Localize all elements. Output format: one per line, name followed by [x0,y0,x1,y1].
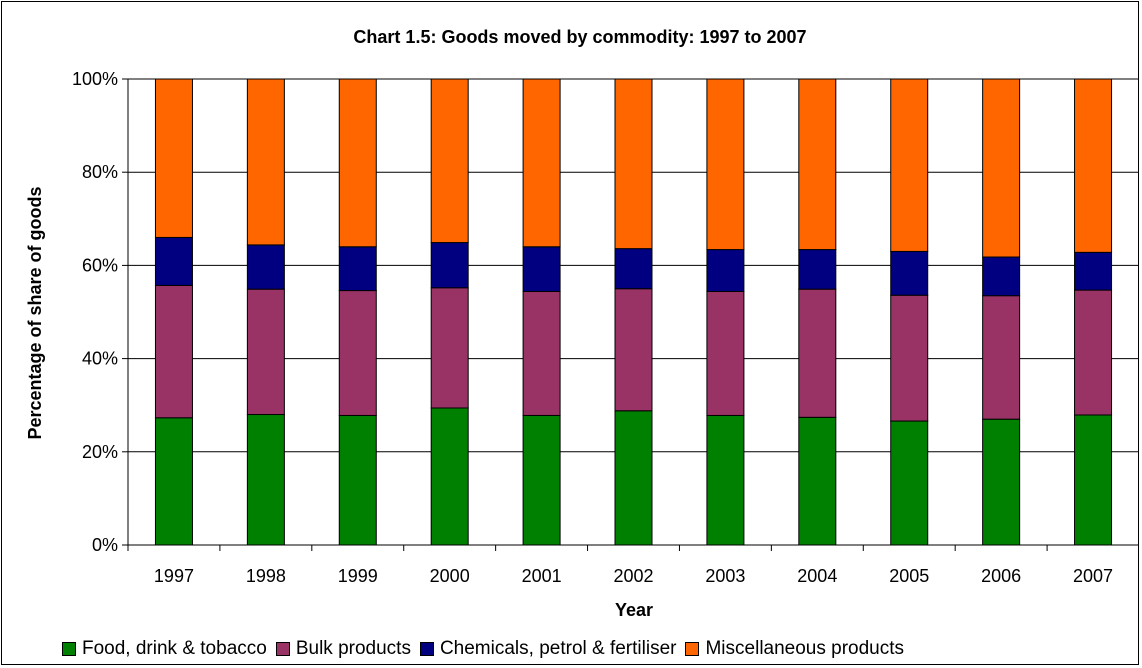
bar-segment [522,246,561,292]
bar-segment [246,414,285,546]
bar-segment [982,256,1021,297]
bar-segment [982,78,1021,258]
legend: Food, drink & tobacco Bulk products Chemic… [62,634,913,664]
bar-segment [614,410,653,546]
bar-segment [154,236,193,286]
bar-segment [246,78,285,246]
x-axis-title: Year [615,600,653,620]
bar-segment [430,407,469,546]
x-tick-label: 2007 [1073,566,1113,586]
legend-swatch [275,642,290,656]
x-tick-label: 2001 [522,566,562,586]
bar-segment [614,78,653,250]
bar-segment [798,416,837,546]
bar-segment [614,248,653,290]
bar-segment [154,78,193,238]
legend-item: Bulk products [275,638,411,660]
bar-segment [522,414,561,546]
legend-item: Chemicals, petrol & fertiliser [419,638,677,660]
y-tick-label: 40% [82,349,118,369]
bars [154,78,1113,546]
bar-segment [338,78,377,248]
bar-segment [154,417,193,546]
x-tick-label: 2006 [981,566,1021,586]
legend-label: Food, drink & tobacco [82,638,267,659]
y-tick-label: 60% [82,255,118,275]
y-tick-label: 0% [92,535,118,555]
legend-item: Food, drink & tobacco [62,638,267,660]
y-axis-title: Percentage of share of goods [25,186,45,439]
bar-segment [1074,78,1113,253]
x-tick-label: 2002 [613,566,653,586]
bar-segment [522,290,561,416]
legend-label: Chemicals, petrol & fertiliser [439,638,677,659]
x-tick-label: 1999 [338,566,378,586]
x-tick-label: 2003 [705,566,745,586]
bar-segment [798,78,837,251]
bar-segment [614,288,653,412]
bar-segment [338,290,377,416]
bar-segment [430,242,469,289]
legend-swatch [419,642,434,656]
bar-segment [154,284,193,419]
bar-segment [338,246,377,292]
bar-segment [982,418,1021,546]
x-tick-label: 1997 [154,566,194,586]
bar-segment [1074,251,1113,291]
bar-segment [890,294,929,422]
x-tick-labels: 1997 1998 1999 2000 2001 2002 2003 2004 2005 2006… [154,566,1113,586]
x-tick-label: 1998 [246,566,286,586]
bar-segment [338,414,377,546]
bar-segment [890,78,929,252]
bar-segment [522,78,561,248]
y-tick-label: 20% [82,442,118,462]
x-tick-label: 2005 [889,566,929,586]
x-tick-label: 2000 [430,566,470,586]
bar-segment [1074,414,1113,546]
legend-label: Bulk products [295,638,411,659]
bar-segment [982,295,1021,420]
legend-item: Miscellaneous products [685,638,904,660]
x-tick-label: 2004 [797,566,837,586]
bar-segment [706,249,745,292]
y-tick-label: 80% [82,162,118,182]
axes [122,78,1139,551]
bar-segment [706,78,745,251]
legend-label: Miscellaneous products [705,638,905,659]
y-tick-label: 100% [72,69,118,89]
bar-segment [890,420,929,546]
y-tick-labels: 0% 20% 40% 60% 80% 100% [72,69,118,555]
bar-segment [798,288,837,418]
bar-segment [430,287,469,409]
bar-segment [798,249,837,290]
bar-segment [246,288,285,416]
legend-swatch [62,642,76,656]
bar-segment [706,414,745,546]
chart-title: Chart 1.5: Goods moved by commodity: 199… [353,27,806,47]
bar-segment [890,250,929,296]
bar-segment [246,244,285,290]
bar-segment [1074,289,1113,416]
bar-segment [706,290,745,416]
legend-swatch [685,642,700,656]
bar-segment [430,78,469,244]
